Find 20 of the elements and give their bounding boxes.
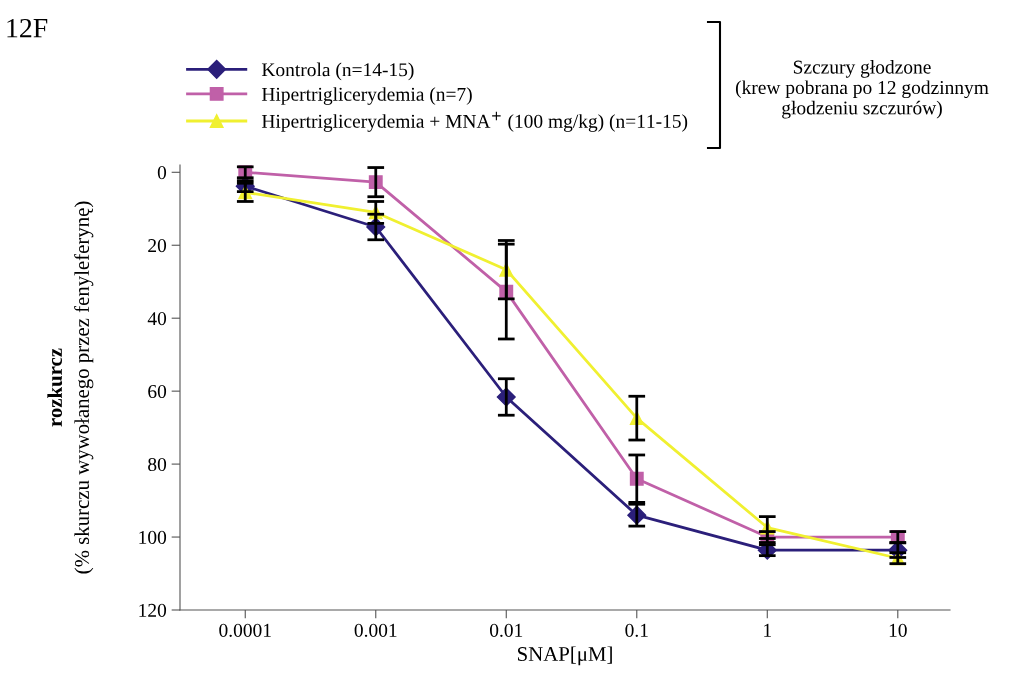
x-axis-title: SNAP[μM] [517, 646, 612, 666]
text: Szczury głodzone (krew pobrana po 12 godzinnym głodzeniu szczurów) [735, 60, 989, 119]
legend-label: Hipertriglicerydemia (n=7) [261, 87, 472, 105]
x-tick-label: 0.1 [625, 623, 648, 637]
y-tick-label: 40 [147, 312, 167, 326]
y-tick-label: 80 [148, 457, 167, 472]
x-tick-label: 10 [889, 623, 907, 637]
legend-label: Kontrola (n=14-15) [261, 62, 414, 81]
y-tick-label: 100 [139, 530, 167, 544]
y-tick-label: 0 [157, 166, 167, 180]
x-tick-label: 0.001 [354, 623, 397, 637]
text: 12F [7, 18, 48, 38]
y-tick-label: 60 [148, 384, 167, 399]
x-tick-label: 0.0001 [219, 623, 271, 637]
legend-label: Hipertriglicerydemia + MNA$^{+}$ (100 mg/kg) (n=11-15) [261, 111, 688, 132]
x-tick-label: 0.01 [490, 623, 523, 637]
y-tick-label: 120 [139, 603, 167, 617]
x-tick-label: 1 [764, 623, 771, 637]
y-axis-title: rozkurcz (% skurczu wywołanego przez fenyleferynę) [47, 201, 94, 574]
y-tick-label: 20 [148, 239, 167, 253]
